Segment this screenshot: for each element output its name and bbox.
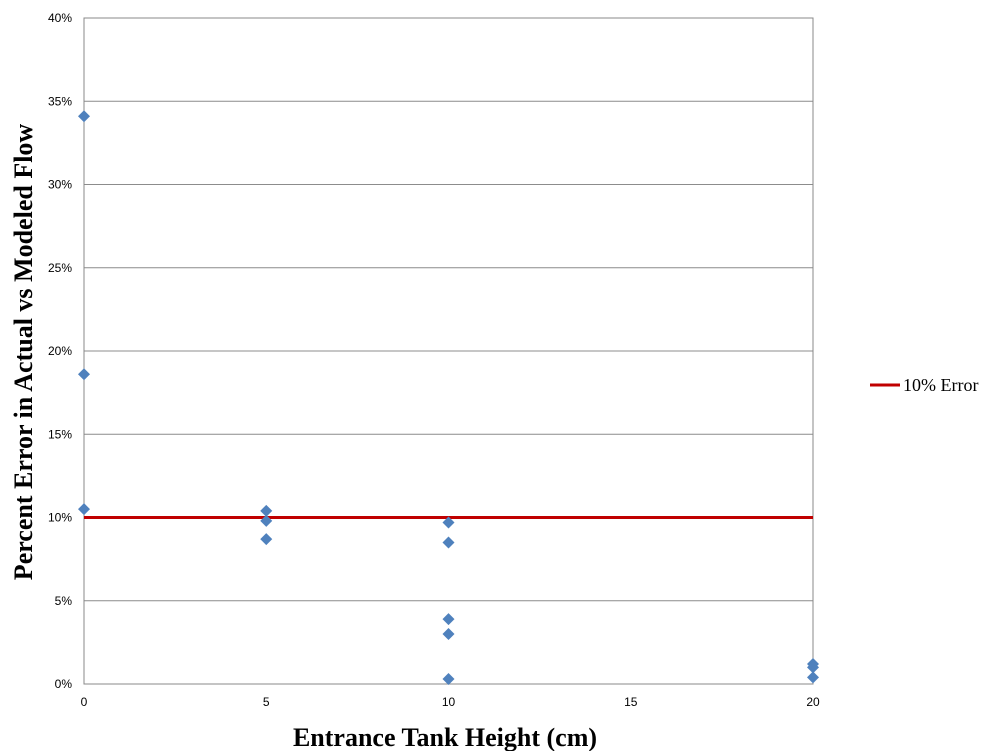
y-tick-label-40: 40%	[48, 11, 72, 25]
x-axis-title: Entrance Tank Height (cm)	[293, 723, 597, 751]
y-axis-title: Percent Error in Actual vs Modeled Flow	[9, 124, 38, 581]
y-tick-label-15: 15%	[48, 427, 72, 441]
legend-label-10-error: 10% Error	[903, 375, 978, 395]
data-point-1	[78, 368, 90, 381]
data-point-3	[260, 504, 273, 517]
data-point-10	[442, 673, 455, 686]
y-tick-label-25: 25%	[48, 261, 72, 275]
x-tick-label-5: 5	[263, 695, 270, 709]
data-points	[78, 110, 819, 686]
y-tick-label-0: 0%	[55, 677, 73, 691]
y-tick-label-20: 20%	[48, 344, 72, 358]
data-point-4	[260, 514, 273, 527]
y-tick-label-35: 35%	[48, 94, 72, 108]
x-tick-label-10: 10	[442, 695, 456, 709]
data-point-12	[807, 661, 819, 674]
y-tick-labels: 0% 5% 10% 15% 20% 25% 30% 35% 40%	[48, 11, 72, 691]
data-point-5	[260, 533, 273, 546]
x-tick-labels: 0 5 10 15 20	[81, 695, 820, 709]
data-point-6	[442, 516, 455, 529]
data-point-2	[78, 503, 90, 516]
data-point-9	[442, 628, 455, 641]
data-point-13	[807, 671, 819, 684]
data-point-7	[442, 536, 455, 549]
x-tick-label-0: 0	[81, 695, 88, 709]
legend: 10% Error	[870, 375, 978, 395]
y-tick-label-30: 30%	[48, 178, 72, 192]
x-tick-label-20: 20	[806, 695, 820, 709]
y-tick-label-10: 10%	[48, 511, 72, 525]
y-tick-label-5: 5%	[55, 594, 73, 608]
data-point-0	[78, 110, 90, 123]
data-point-8	[442, 613, 455, 626]
x-tick-label-15: 15	[624, 695, 638, 709]
